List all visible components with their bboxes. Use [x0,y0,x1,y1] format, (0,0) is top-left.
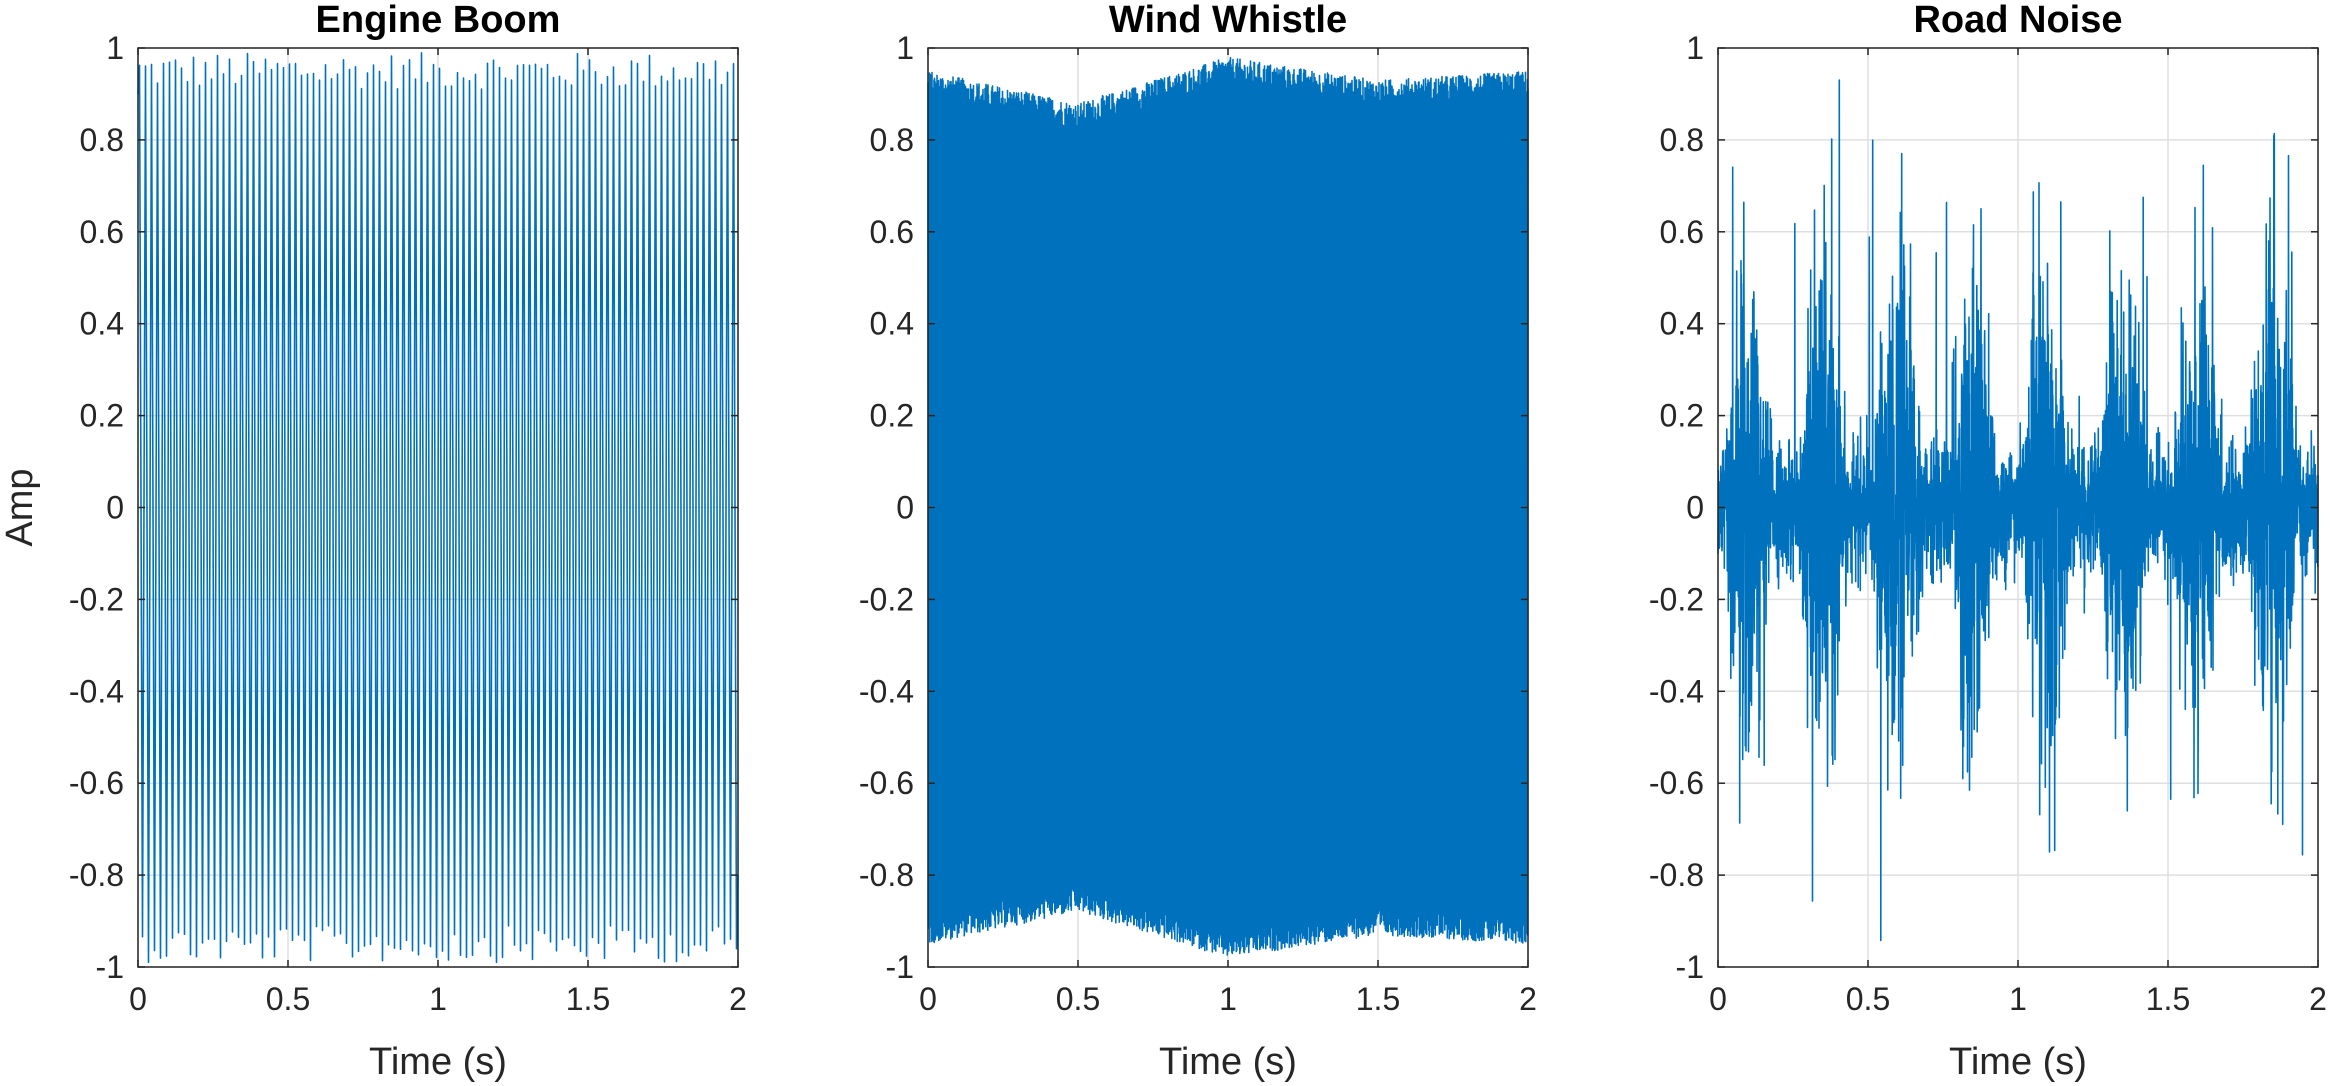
y-tick-label: 0 [1686,490,1704,526]
x-tick-label: 1 [1219,981,1237,1017]
y-tick-label: -0.4 [69,673,124,709]
x-tick-label: 1.5 [2146,981,2190,1017]
x-tick-label: 1 [429,981,447,1017]
y-tick-label: -0.6 [1649,765,1704,801]
signal-line [1717,79,2319,942]
y-tick-label: 0.2 [1660,398,1704,434]
x-tick-label: 1.5 [566,981,610,1017]
subplot-wind-whistle: 0 0.5 1 1.5 2 -1 -0.8 -0.6 -0.4 -0.2 0 0.2 0.4 0.6 0.8… [859,0,1537,1083]
y-tick-label: -0.8 [859,857,914,893]
y-tick-label: 0.2 [870,398,914,434]
y-tick-label: 0.8 [80,122,124,158]
y-tick-label: -1 [886,949,914,985]
subplot-title: Engine Boom [316,0,561,41]
y-tick-label: 0 [896,490,914,526]
y-tick-label: 0.2 [80,398,124,434]
x-axis-label: Time (s) [1949,1041,2087,1083]
signal-line [137,52,739,964]
x-tick-label: 1.5 [1356,981,1400,1017]
y-tick-label: -0.4 [859,673,914,709]
y-tick-label: -0.8 [1649,857,1704,893]
y-tick-label: -0.2 [859,581,914,617]
y-tick-label: 0.4 [1660,306,1704,342]
x-tick-label: 0.5 [1846,981,1890,1017]
y-tick-label: -1 [1676,949,1704,985]
y-axis-label: Amp [0,468,41,546]
x-tick-label: 0 [1709,981,1727,1017]
subplot-title: Road Noise [1913,0,2122,41]
y-tick-label: 1 [1686,30,1704,66]
x-tick-label: 0.5 [1056,981,1100,1017]
y-tick-label: 0.4 [870,306,914,342]
y-tick-label: 0 [106,490,124,526]
x-axis-label: Time (s) [1159,1041,1297,1083]
x-axis-label: Time (s) [369,1041,507,1083]
y-tick-label: -0.8 [69,857,124,893]
y-tick-label: 1 [896,30,914,66]
y-tick-label: -0.4 [1649,673,1704,709]
y-tick-label: -0.6 [859,765,914,801]
x-tick-label: 1 [2009,981,2027,1017]
y-tick-label: 0.6 [80,214,124,250]
y-tick-label: 0.4 [80,306,124,342]
x-tick-label: 0 [919,981,937,1017]
y-tick-label: 0.6 [870,214,914,250]
x-tick-label: 0.5 [266,981,310,1017]
y-tick-label: 1 [106,30,124,66]
subplot-title: Wind Whistle [1109,0,1347,41]
y-tick-label: -0.6 [69,765,124,801]
y-tick-label: -0.2 [1649,581,1704,617]
y-tick-label: 0.6 [1660,214,1704,250]
x-tick-label: 2 [729,981,747,1017]
y-tick-label: 0.8 [870,122,914,158]
y-tick-label: -0.2 [69,581,124,617]
x-tick-label: 2 [1519,981,1537,1017]
signal-line [927,56,1529,956]
y-tick-label: 0.8 [1660,122,1704,158]
subplot-engine-boom: 0 0.5 1 1.5 2 -1 -0.8 -0.6 -0.4 -0.2 0 0.2 0.4 0.6 0.8… [0,0,747,1083]
x-tick-label: 2 [2309,981,2327,1017]
subplot-road-noise: 0 0.5 1 1.5 2 -1 -0.8 -0.6 -0.4 -0.2 0 0.2 0.4 0.6 0.8… [1649,0,2327,1083]
x-tick-label: 0 [129,981,147,1017]
y-tick-label: -1 [96,949,124,985]
